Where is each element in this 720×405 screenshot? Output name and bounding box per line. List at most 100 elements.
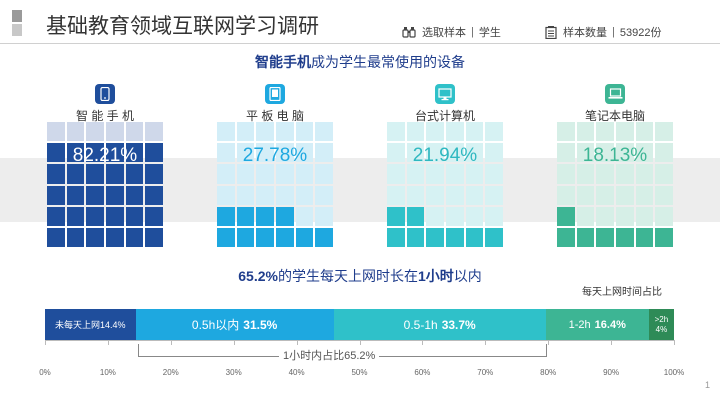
waffle-cell [47,164,65,184]
document-icon [545,25,557,39]
waffle-cell [256,164,274,184]
waffle-cell [275,122,294,142]
waffle-cell [47,227,65,248]
waffle-cell [655,143,673,163]
waffle-cell [615,164,634,184]
waffle-cell [47,122,65,142]
axis-tick-label: 50% [351,368,368,377]
waffle-cell [105,143,124,163]
waffle-cell [295,122,314,142]
waffle-cell [445,164,464,184]
divider: | [471,26,474,38]
waffle-cell [145,227,163,248]
waffle-cell [66,122,85,142]
waffle-cell [596,143,614,163]
waffle-cell [86,164,104,184]
waffle-cell [406,206,425,226]
waffle-cell [615,227,634,248]
waffle-cell [256,143,274,163]
waffle-cell [426,206,444,226]
waffle-cell [105,164,124,184]
waffle-cell [426,143,444,163]
axis-tick [422,340,424,345]
waffle-cell [387,206,405,226]
waffle-cell [596,122,614,142]
waffle-cell [465,143,484,163]
segment-label: 1-2h [568,318,591,331]
headline-text: 成为学生最常使用的设备 [311,54,465,70]
waffle-cell [86,143,104,163]
waffle-cell [557,206,575,226]
axis-tick-label: 40% [288,368,305,377]
waffle-cell [387,164,405,184]
axis-tick-label: 80% [540,368,557,377]
waffle-cell [557,227,575,248]
axis-tick [359,340,361,345]
waffle-cell [295,143,314,163]
axis-tick-label: 100% [663,368,685,377]
waffle-cell [576,164,595,184]
waffle-cell [406,185,425,205]
waffle-cell [557,164,575,184]
waffle-cell [576,227,595,248]
waffle-cell [655,185,673,205]
waffle-cell [47,143,65,163]
segment-label: 0.5-1h [403,317,438,332]
headline-highlight: 1小时 [417,268,454,284]
waffle-cell [465,206,484,226]
waffle-cell [576,122,595,142]
waffle-cell [465,122,484,142]
waffle-cell [406,143,425,163]
waffle-cell [426,164,444,184]
waffle-cell [236,227,255,248]
waffle-cell [125,164,144,184]
bracket-label: 1小时内占比65.2% [279,347,380,363]
segment-value: 14.4% [100,319,126,330]
sample-count-label: 样本数量 [563,27,607,39]
segment-value: 33.7% [441,317,476,332]
waffle-grid [557,122,673,248]
axis-tick [296,340,298,345]
waffle-cell [315,185,333,205]
waffle-cell [256,122,274,142]
waffle-cell [295,185,314,205]
waffle-cell [125,143,144,163]
tablet-icon [265,84,285,104]
binoculars-icon [402,27,416,38]
axis-tick [674,340,675,345]
waffle-cell [635,122,654,142]
waffle-cell [387,185,405,205]
waffle-cell [275,206,294,226]
axis-tick-label: 30% [225,368,242,377]
segment-label: 未每天上网 [55,320,101,330]
waffle-cell [596,227,614,248]
waffle-cell [125,185,144,205]
sample-select-label: 选取样本 [422,27,466,39]
device-percent: 21.94% [412,145,478,166]
segment-label: >2h [654,314,669,324]
waffle-cell [315,164,333,184]
waffle-cell [125,122,144,142]
waffle-cell [256,185,274,205]
waffle-cell [635,164,654,184]
laptop-icon [605,84,625,104]
waffle-cell [145,143,163,163]
waffle-cell [236,122,255,142]
waffle-cell [655,164,673,184]
waffle-cell [66,206,85,226]
axis-tick-label: 0% [39,368,51,377]
waffle-cell [217,206,235,226]
waffle-cell [485,206,503,226]
device-percent: 18.13% [582,145,648,166]
headline-highlight: 65.2% [238,268,278,284]
axis-tick-label: 60% [414,368,431,377]
waffle-cell [557,122,575,142]
waffle-cell [615,206,634,226]
waffle-cell [145,122,163,142]
axis-tick-label: 90% [603,368,620,377]
waffle-cell [47,185,65,205]
waffle-cell [655,122,673,142]
waffle-cell [275,143,294,163]
waffle-cell [655,206,673,226]
waffle-cell [445,143,464,163]
